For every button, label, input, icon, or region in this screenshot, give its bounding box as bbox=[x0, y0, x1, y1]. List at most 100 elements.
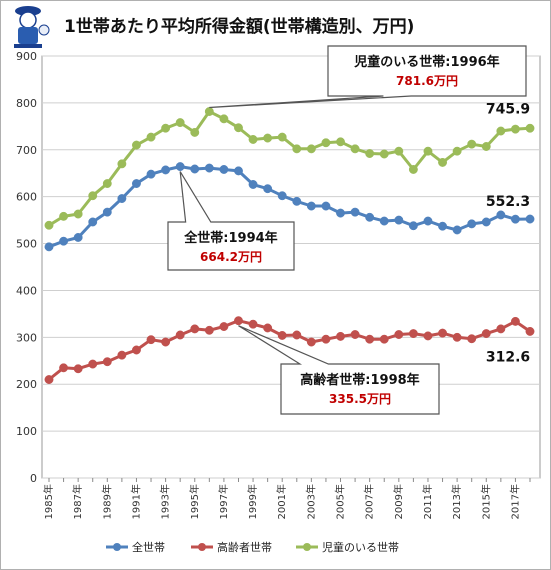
series-2-point bbox=[510, 124, 520, 134]
series-0-point bbox=[394, 215, 404, 225]
callout-value: 781.6万円 bbox=[396, 74, 458, 88]
series-2-point bbox=[379, 149, 389, 159]
series-0-point bbox=[263, 184, 273, 194]
series-2-point bbox=[336, 137, 345, 147]
x-tick-label: 2005年 bbox=[334, 484, 347, 519]
series-0-point bbox=[146, 169, 156, 179]
series-1-point bbox=[102, 357, 112, 367]
series-1-point bbox=[190, 324, 200, 334]
x-tick-label: 1995年 bbox=[188, 484, 201, 519]
x-tick-label: 1985年 bbox=[42, 484, 55, 519]
series-2-point bbox=[423, 146, 433, 156]
y-tick-label: 400 bbox=[16, 284, 37, 297]
series-0-point bbox=[248, 180, 258, 189]
series-2-point bbox=[525, 123, 535, 133]
end-value-label: 312.6 bbox=[486, 349, 530, 365]
series-2-point bbox=[204, 107, 214, 116]
x-tick-label: 1987年 bbox=[71, 484, 84, 519]
x-tick-label: 1993年 bbox=[159, 484, 172, 519]
series-0-point bbox=[481, 217, 491, 227]
y-tick-label: 800 bbox=[16, 97, 37, 110]
callout-title: 児童のいる世帯:1996年 bbox=[353, 54, 499, 70]
series-2-point bbox=[132, 140, 141, 150]
y-tick-label: 900 bbox=[16, 50, 37, 63]
series-0-point bbox=[102, 207, 112, 217]
series-2-point bbox=[88, 191, 98, 201]
series-0-point bbox=[219, 165, 229, 174]
series-0-point bbox=[510, 214, 520, 224]
x-tick-label: 2013年 bbox=[450, 484, 463, 519]
callout-value: 335.5万円 bbox=[329, 392, 391, 406]
series-0-point bbox=[44, 242, 54, 252]
series-1-point bbox=[73, 364, 83, 374]
series-1-point bbox=[481, 329, 491, 339]
y-tick-label: 500 bbox=[16, 238, 37, 251]
series-2-point bbox=[102, 179, 112, 188]
series-2-point bbox=[117, 159, 127, 169]
x-tick-label: 1997年 bbox=[217, 484, 230, 519]
series-2-point bbox=[161, 123, 171, 133]
series-1-point bbox=[204, 325, 214, 335]
end-value-label: 745.9 bbox=[486, 101, 530, 117]
legend-label: 全世帯 bbox=[132, 540, 165, 554]
series-1-point bbox=[350, 330, 360, 339]
x-tick-label: 2007年 bbox=[363, 484, 376, 519]
series-1-point bbox=[88, 359, 98, 369]
callout-box bbox=[238, 325, 440, 415]
y-tick-label: 200 bbox=[16, 378, 37, 391]
series-0-point bbox=[161, 165, 171, 175]
legend-label: 高齢者世帯 bbox=[217, 540, 272, 554]
series-0-point bbox=[365, 212, 375, 222]
series-1-point bbox=[132, 345, 141, 355]
series-1-point bbox=[452, 332, 462, 342]
series-1-point bbox=[394, 330, 404, 339]
series-1-point bbox=[277, 331, 287, 340]
series-1-point bbox=[525, 326, 535, 336]
series-1-point bbox=[510, 316, 520, 326]
series-0-point bbox=[438, 221, 447, 231]
series-1-point bbox=[467, 334, 477, 344]
x-tick-label: 2001年 bbox=[275, 484, 288, 519]
series-1-point bbox=[379, 334, 389, 344]
callout-title: 高齢者世帯:1998年 bbox=[300, 372, 419, 388]
series-0-point bbox=[234, 166, 243, 176]
series-2-point bbox=[234, 123, 243, 133]
x-tick-label: 1991年 bbox=[129, 484, 142, 519]
series-2-point bbox=[292, 144, 302, 154]
series-1-point bbox=[175, 330, 185, 340]
series-2-point bbox=[73, 209, 83, 219]
series-1-point bbox=[59, 363, 69, 373]
series-1-point bbox=[321, 334, 331, 344]
series-1-point bbox=[234, 316, 243, 326]
series-2-point bbox=[219, 114, 229, 124]
series-1-point bbox=[438, 328, 447, 338]
series-2-point bbox=[321, 138, 331, 148]
y-tick-label: 700 bbox=[16, 144, 37, 157]
series-0-point bbox=[321, 201, 331, 211]
x-tick-label: 2011年 bbox=[421, 484, 434, 519]
series-line-2 bbox=[48, 110, 531, 227]
series-1-point bbox=[365, 334, 375, 344]
series-0-point bbox=[190, 164, 200, 174]
series-2-point bbox=[452, 146, 462, 156]
series-line-0 bbox=[48, 165, 531, 249]
series-1-point bbox=[248, 319, 258, 329]
series-0-point bbox=[132, 179, 141, 188]
series-1-point bbox=[306, 337, 316, 347]
x-tick-label: 2017年 bbox=[508, 484, 521, 519]
series-0-point bbox=[292, 196, 302, 206]
legend-swatch-marker bbox=[303, 543, 311, 551]
series-0-point bbox=[496, 210, 506, 220]
series-0-point bbox=[525, 214, 535, 224]
series-2-point bbox=[365, 149, 375, 158]
end-value-label: 552.3 bbox=[486, 194, 530, 210]
series-0-point bbox=[350, 207, 360, 217]
series-2-point bbox=[306, 144, 316, 154]
legend-label: 児童のいる世帯 bbox=[322, 540, 399, 554]
series-1-point bbox=[146, 335, 156, 345]
callout-box bbox=[209, 45, 527, 109]
series-2-point bbox=[175, 118, 185, 128]
series-2-point bbox=[467, 139, 477, 149]
x-tick-label: 2003年 bbox=[304, 484, 317, 519]
